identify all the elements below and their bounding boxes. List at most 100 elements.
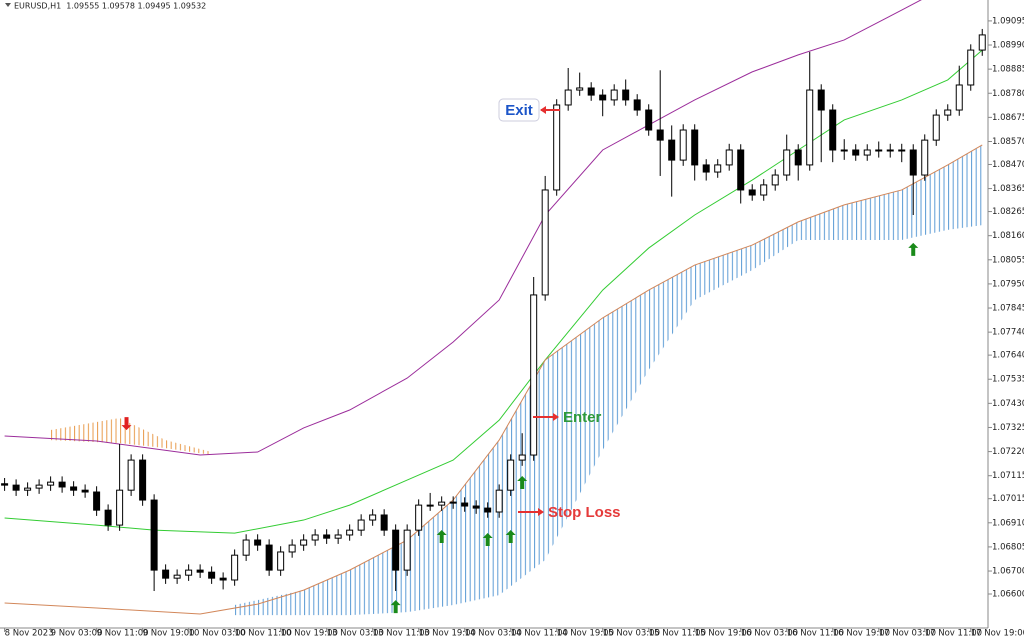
candle-body	[967, 49, 975, 86]
candle-body	[150, 499, 158, 571]
y-tick-label: 1.08780	[992, 89, 1024, 99]
x-tick-label: 8 Nov 2023	[5, 629, 54, 638]
x-tick-label: 13 Nov 11:00	[373, 629, 430, 638]
candle-body	[415, 504, 423, 531]
indicator-band	[50, 418, 212, 456]
y-tick-label: 1.08265	[992, 207, 1024, 217]
candle-body	[461, 502, 469, 507]
y-tick-label: 1.08055	[992, 255, 1024, 265]
x-tick-label: 9 Nov 19:00	[143, 629, 195, 638]
candle-body	[311, 534, 319, 541]
candle-body	[909, 149, 917, 176]
sell-arrow	[121, 417, 132, 431]
candle-body	[334, 534, 342, 539]
y-tick-label: 1.08570	[992, 137, 1024, 147]
candle-body	[656, 129, 664, 141]
x-tick-label: 15 Nov 19:00	[695, 629, 752, 638]
candle-body	[679, 129, 687, 161]
candle-body	[300, 539, 308, 546]
candle-body	[955, 84, 963, 111]
candle-body	[771, 174, 779, 186]
candle-body	[576, 87, 584, 91]
x-tick-label: 15 Nov 11:00	[649, 629, 706, 638]
candle-body	[507, 459, 515, 491]
candle-body	[863, 149, 871, 156]
y-tick-label: 1.07845	[992, 304, 1024, 314]
candle-body	[346, 529, 354, 536]
x-tick-label: 9 Nov 11:00	[97, 629, 149, 638]
candle-body	[714, 164, 722, 173]
x-tick-label: 10 Nov 03:00	[189, 629, 246, 638]
candle-body	[426, 504, 434, 507]
candle-body	[12, 484, 20, 491]
candle-body	[323, 534, 331, 539]
annotation-text: Exit	[505, 102, 533, 119]
x-tick-label: 10 Nov 19:00	[281, 629, 338, 638]
candle-body	[47, 481, 55, 486]
buy-arrow	[505, 530, 516, 544]
indicator-line	[4, 144, 983, 615]
x-tick-label: 17 Nov 03:00	[879, 629, 936, 638]
candle-body	[116, 489, 124, 526]
y-tick-label: 1.07325	[992, 423, 1024, 433]
annotation-stop-loss: Stop Loss	[518, 504, 621, 521]
indicator-band	[234, 144, 983, 616]
candle-body	[81, 489, 89, 493]
candle-body	[875, 149, 883, 152]
x-tick-label: 14 Nov 11:00	[511, 629, 568, 638]
buy-arrow	[908, 242, 919, 256]
x-tick-label: 15 Nov 03:00	[603, 629, 660, 638]
annotation-arrowhead	[538, 508, 544, 516]
candle-body	[392, 529, 400, 571]
candle-body	[403, 529, 411, 571]
candle-body	[162, 569, 170, 579]
candle-body	[737, 149, 745, 191]
x-tick-label: 14 Nov 03:00	[465, 629, 522, 638]
candle-body	[541, 189, 549, 296]
candle-body	[58, 481, 66, 488]
candle-body	[472, 505, 480, 509]
x-tick-label: 10 Nov 11:00	[235, 629, 292, 638]
indicator-line	[4, 0, 922, 456]
x-tick-label: 9 Nov 03:00	[51, 629, 103, 638]
y-tick-label: 1.07430	[992, 399, 1024, 409]
candle-body	[1, 483, 9, 486]
candle-body	[369, 514, 377, 521]
annotation-arrowhead	[540, 106, 546, 114]
y-tick-label: 1.07115	[992, 471, 1024, 481]
candle-body	[231, 554, 239, 581]
buy-arrow	[390, 600, 401, 614]
buy-arrow	[436, 530, 447, 544]
candle-body	[852, 149, 860, 156]
candle-body	[484, 507, 492, 513]
y-tick-label: 1.08675	[992, 113, 1024, 123]
candle-body	[633, 99, 641, 111]
candle-body	[208, 571, 216, 579]
candle-body	[668, 139, 676, 161]
candle-body	[139, 459, 147, 501]
plot-area	[1, 0, 986, 616]
candle-body	[196, 569, 204, 573]
chart-title: EURUSD,H1 1.09555 1.09578 1.09495 1.0953…	[14, 2, 206, 11]
annotation-text: Stop Loss	[548, 504, 621, 521]
candle-body	[932, 114, 940, 141]
candle-body	[978, 34, 986, 51]
candle-body	[748, 189, 756, 196]
candle-body	[254, 539, 262, 546]
candle-body	[840, 149, 848, 152]
candle-body	[357, 519, 365, 531]
x-tick-label: 14 Nov 19:00	[557, 629, 614, 638]
y-tick-label: 1.08160	[992, 231, 1024, 241]
y-tick-label: 1.07640	[992, 351, 1024, 361]
y-tick-label: 1.09095	[992, 16, 1024, 26]
y-tick-label: 1.08470	[992, 160, 1024, 170]
candle-body	[921, 139, 929, 176]
y-tick-label: 1.07015	[992, 494, 1024, 504]
candle-body	[645, 109, 653, 131]
annotation-box	[498, 98, 540, 122]
candle-body	[24, 487, 32, 491]
candle-body	[495, 489, 503, 513]
y-tick-label: 1.06910	[992, 518, 1024, 528]
candle-body	[898, 149, 906, 152]
